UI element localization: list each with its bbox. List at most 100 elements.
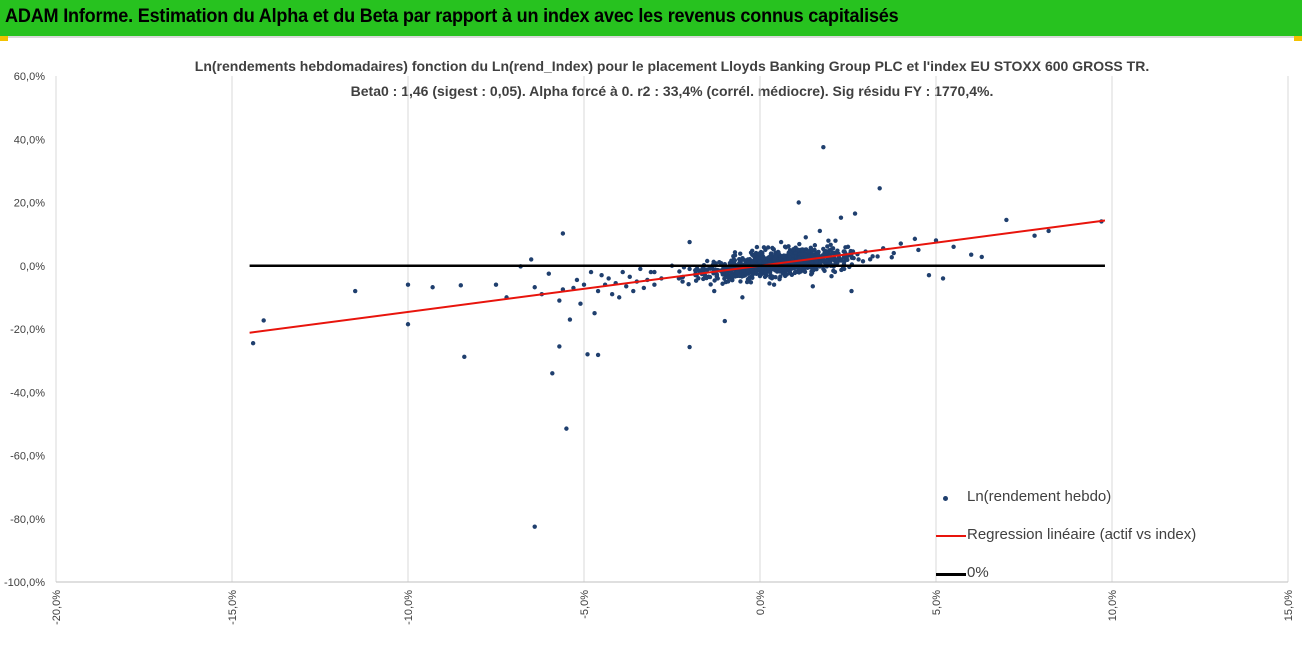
- data-point: [595, 352, 601, 358]
- data-point: [771, 247, 776, 252]
- x-tick-label: 15,0%: [1283, 590, 1295, 621]
- data-point: [825, 244, 830, 249]
- data-point: [725, 279, 731, 284]
- data-point: [529, 257, 534, 262]
- y-tick-labels: -100,0% -80,0% -60,0% -40,0% -20,0% 0,0% 20,0%…: [4, 71, 45, 589]
- x-tick-label: -10,0%: [403, 590, 415, 625]
- data-point: [870, 254, 875, 259]
- data-point: [830, 257, 835, 262]
- data-point: [826, 238, 831, 243]
- data-point: [762, 270, 768, 275]
- legend-label-regression: Regression linéaire (actif vs index): [967, 526, 1197, 543]
- data-point: [631, 288, 636, 294]
- data-point: [732, 250, 738, 255]
- data-point: [735, 269, 740, 275]
- data-point: [810, 284, 815, 289]
- data-point: [722, 318, 727, 324]
- data-point: [462, 354, 467, 360]
- y-tick-label: 20,0%: [14, 198, 45, 210]
- data-point: [738, 279, 743, 284]
- chart-title: Ln(rendements hebdomadaires) fonction du…: [194, 58, 1150, 74]
- data-point: [898, 241, 903, 246]
- data-point: [875, 254, 880, 259]
- data-point: [786, 252, 792, 257]
- y-tick-label: -100,0%: [4, 577, 45, 589]
- data-point: [722, 276, 727, 281]
- data-point: [430, 285, 435, 290]
- data-point: [686, 281, 691, 287]
- data-point: [828, 242, 833, 248]
- data-point: [842, 249, 847, 255]
- data-point: [761, 245, 767, 250]
- y-tick-label: 0,0%: [20, 261, 45, 273]
- data-point: [852, 211, 858, 216]
- legend-marker-red-line: [936, 535, 966, 537]
- data-point: [838, 258, 844, 263]
- data-point: [824, 258, 829, 263]
- data-point: [609, 292, 615, 297]
- data-point: [745, 276, 751, 282]
- data-point: [770, 274, 775, 279]
- data-point: [750, 272, 755, 277]
- data-point: [624, 284, 629, 289]
- data-point: [620, 269, 625, 275]
- y-tick-label: 40,0%: [14, 134, 45, 146]
- data-point: [729, 277, 735, 283]
- y-tick-label: -80,0%: [10, 514, 45, 526]
- data-point: [546, 271, 551, 276]
- data-point: [824, 250, 829, 256]
- data-point: [687, 266, 692, 272]
- data-point: [891, 250, 896, 256]
- data-point: [578, 301, 583, 306]
- data-point: [627, 274, 632, 280]
- data-point: [720, 281, 725, 286]
- data-point: [828, 247, 834, 252]
- data-point: [1004, 217, 1009, 223]
- data-point: [740, 295, 745, 300]
- data-point: [851, 255, 856, 261]
- legend-label-scatter: Ln(rendement hebdo): [967, 488, 1112, 505]
- data-point: [797, 241, 802, 247]
- data-point: [760, 250, 765, 256]
- data-point: [838, 215, 844, 220]
- data-point: [405, 282, 411, 287]
- y-tick-label: -20,0%: [10, 324, 45, 336]
- x-tick-label: -5,0%: [579, 590, 591, 619]
- data-point: [599, 273, 604, 278]
- data-point: [821, 246, 826, 252]
- data-point: [557, 298, 562, 303]
- data-point: [822, 268, 827, 274]
- data-point: [745, 268, 750, 274]
- data-point: [731, 254, 736, 259]
- data-point: [833, 257, 839, 262]
- data-point: [812, 243, 818, 248]
- data-point: [849, 288, 854, 294]
- x-tick-label: 10,0%: [1107, 590, 1119, 621]
- data-point: [782, 265, 788, 271]
- data-point: [759, 269, 764, 274]
- data-point: [754, 271, 759, 277]
- header-title: ADAM Informe. Estimation du Alpha et du …: [5, 6, 899, 27]
- data-point: [767, 254, 773, 259]
- data-point: [748, 280, 754, 285]
- data-point: [796, 200, 801, 205]
- data-point: [595, 288, 601, 294]
- data-point: [687, 239, 692, 245]
- data-point: [756, 251, 761, 257]
- data-point: [778, 239, 784, 245]
- data-point: [250, 341, 256, 346]
- x-tick-labels: -20,0% -15,0% -10,0% -5,0% 0,0% 5,0% 10,0% 15,0…: [51, 590, 1295, 625]
- data-point: [708, 266, 713, 271]
- x-tick-label: -15,0%: [227, 590, 239, 625]
- data-point: [677, 269, 682, 274]
- data-point: [763, 259, 768, 265]
- scatter-points: [250, 144, 1104, 529]
- data-point: [617, 295, 622, 300]
- data-point: [732, 258, 738, 263]
- data-point: [754, 244, 760, 250]
- data-point: [951, 244, 956, 249]
- data-point: [778, 274, 783, 279]
- data-point: [532, 285, 537, 290]
- data-point: [829, 274, 834, 279]
- y-tick-label: 60,0%: [14, 71, 45, 83]
